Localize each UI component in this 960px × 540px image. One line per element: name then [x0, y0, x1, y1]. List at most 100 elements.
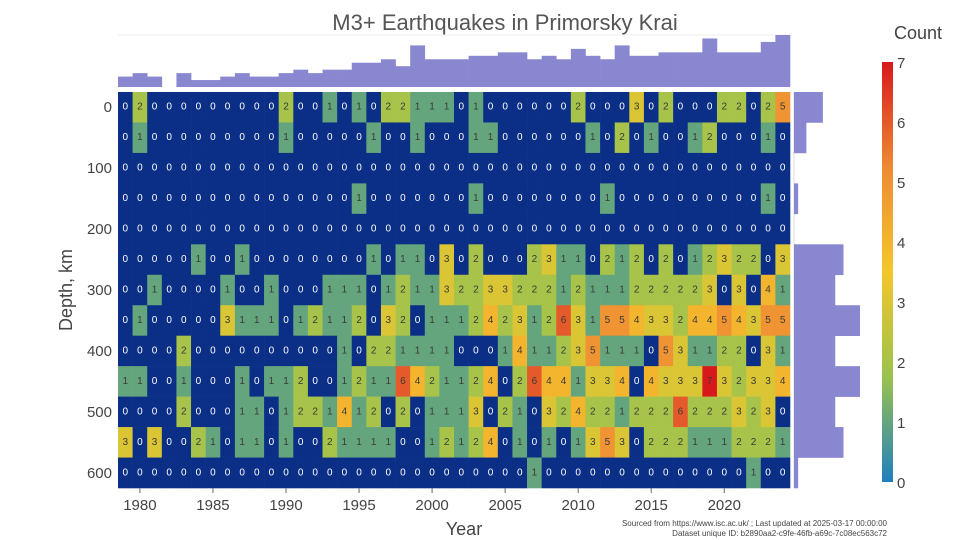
cell-value: 0 — [605, 467, 611, 478]
heatmap-cell — [118, 152, 133, 184]
heatmap-cell — [527, 305, 542, 336]
cell-value: 0 — [473, 467, 479, 478]
heatmap-cell — [497, 274, 513, 306]
cell-value: 0 — [342, 102, 348, 113]
heatmap-cell — [643, 183, 659, 215]
cell-value: 2 — [736, 345, 742, 356]
cell-value: 0 — [590, 467, 596, 478]
cell-value: 2 — [736, 376, 742, 387]
cell-value: 2 — [473, 437, 479, 448]
heatmap-cell — [264, 213, 279, 245]
heatmap-cell — [118, 366, 133, 397]
top-marginal-bar — [702, 38, 718, 87]
top-marginal-bar — [760, 41, 776, 87]
heatmap-cell — [264, 457, 279, 489]
heatmap-cell — [395, 92, 411, 123]
cell-value: 1 — [517, 437, 523, 448]
cell-value: 0 — [356, 345, 362, 356]
cell-value: 1 — [444, 315, 450, 326]
cell-value: 3 — [225, 315, 231, 326]
cell-value: 2 — [663, 285, 669, 296]
heatmap-cell — [731, 335, 747, 367]
cell-value: 5 — [605, 437, 611, 448]
heatmap-cell — [351, 335, 367, 367]
heatmap-cell — [410, 152, 426, 184]
heatmap-cell — [147, 274, 163, 306]
heatmap-cell — [147, 457, 163, 489]
heatmap-cell — [527, 396, 542, 428]
heatmap-cell — [410, 457, 426, 489]
cell-value: 0 — [502, 437, 508, 448]
heatmap-cell — [702, 305, 718, 336]
heatmap-cell — [380, 244, 396, 276]
heatmap-cell — [366, 244, 382, 276]
cell-value: 2 — [137, 102, 143, 113]
cell-value: 2 — [502, 406, 508, 417]
heatmap-cell — [205, 274, 221, 306]
heatmap-cell — [643, 274, 659, 306]
cell-value: 0 — [736, 163, 742, 174]
cell-value: 0 — [619, 193, 625, 204]
cell-value: 0 — [152, 467, 158, 478]
top-marginal-bar — [600, 59, 615, 87]
heatmap-cell — [366, 152, 382, 184]
heatmap-cell — [293, 152, 309, 184]
heatmap-cell — [366, 92, 382, 123]
heatmap-cell — [234, 92, 250, 123]
cell-value: 0 — [254, 376, 260, 387]
cell-value: 0 — [707, 467, 713, 478]
colorbar-tick-label: 1 — [897, 415, 905, 432]
cell-value: 0 — [473, 345, 479, 356]
heatmap-cell — [629, 244, 645, 276]
heatmap-cell — [220, 305, 236, 336]
heatmap-cell — [380, 457, 396, 489]
cell-value: 1 — [283, 406, 289, 417]
heatmap-cell — [716, 244, 732, 276]
cell-value: 2 — [371, 345, 377, 356]
cell-value: 1 — [429, 315, 435, 326]
heatmap-cell — [351, 366, 367, 397]
cell-value: 0 — [210, 467, 216, 478]
heatmap-cell — [527, 244, 542, 276]
top-marginal-bar — [395, 66, 411, 87]
heatmap-cell — [278, 122, 294, 154]
heatmap-cell — [264, 152, 279, 184]
cell-value: 0 — [459, 132, 465, 143]
cell-value: 0 — [239, 345, 245, 356]
heatmap-cell — [614, 457, 630, 489]
cell-value: 0 — [765, 163, 771, 174]
heatmap-cell — [220, 183, 236, 215]
cell-value: 0 — [575, 193, 581, 204]
heatmap-cell — [220, 335, 236, 367]
heatmap-cell — [687, 366, 703, 397]
cell-value: 0 — [196, 224, 202, 235]
cell-value: 0 — [152, 102, 158, 113]
heatmap-cell — [585, 427, 601, 458]
cell-value: 0 — [546, 102, 552, 113]
cell-value: 3 — [590, 437, 596, 448]
heatmap-cell — [731, 244, 747, 276]
heatmap-cell — [658, 92, 674, 123]
cell-value: 0 — [765, 254, 771, 265]
heatmap-cell — [395, 396, 411, 428]
cell-value: 0 — [152, 163, 158, 174]
heatmap-cell — [483, 427, 499, 458]
heatmap-cell — [570, 396, 586, 428]
cell-value: 1 — [239, 254, 245, 265]
heatmap-cell — [132, 396, 148, 428]
cell-value: 0 — [210, 406, 216, 417]
cell-value: 0 — [780, 224, 786, 235]
cell-value: 0 — [546, 467, 552, 478]
cell-value: 0 — [751, 132, 757, 143]
heatmap-cell — [468, 274, 484, 306]
cell-value: 2 — [327, 437, 333, 448]
cell-value: 0 — [239, 224, 245, 235]
cell-value: 0 — [488, 193, 494, 204]
heatmap-cell — [220, 152, 236, 184]
heatmap-cell — [746, 122, 762, 154]
right-marginal-bar — [794, 396, 836, 428]
cell-value: 0 — [166, 376, 172, 387]
cell-value: 0 — [707, 224, 713, 235]
cell-value: 2 — [707, 406, 713, 417]
cell-value: 3 — [751, 315, 757, 326]
